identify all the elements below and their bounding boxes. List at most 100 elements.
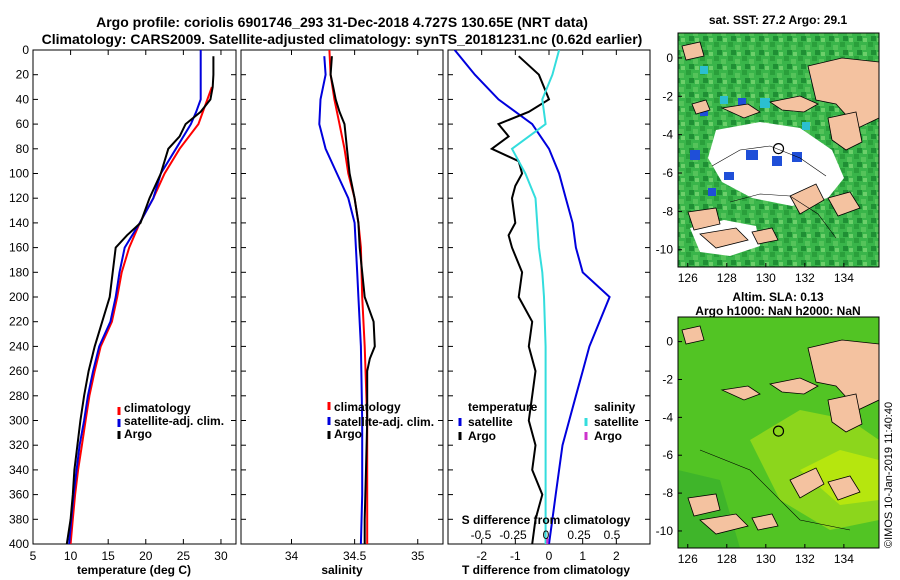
salinity-series (318, 50, 376, 544)
depth-axis: 0 20 40 60 80 100 120 140 160 180 200 220 240 260 280 3… (9, 43, 236, 551)
salinity-panel: 34 34.5 35 salinity climatology satellite-… (240, 49, 444, 577)
y-tick-label: 140 (9, 216, 29, 230)
y-tick-label: 100 (9, 167, 29, 181)
sst-map-image (678, 33, 879, 267)
y-tick-label: 300 (9, 414, 29, 428)
sla-contour (699, 449, 851, 531)
legend-label-t-argo: Argo (468, 429, 496, 443)
difference-plot-area (447, 49, 651, 545)
sst-land (681, 41, 879, 249)
s-tick-label: -0.25 (499, 528, 527, 542)
y-tick-label: 240 (9, 339, 29, 353)
lat-tick-label: -8 (662, 486, 673, 500)
sla-map-image (678, 317, 879, 548)
chart-title-line1: Argo profile: coriolis 6901746_293 31-De… (96, 14, 588, 30)
y-tick-label: 60 (16, 117, 30, 131)
lon-tick-label: 130 (756, 271, 776, 285)
y-tick-label: 220 (9, 315, 29, 329)
lat-tick-label: -4 (662, 410, 673, 424)
chart-title-line2: Climatology: CARS2009. Satellite-adjuste… (42, 31, 643, 47)
lon-tick-label: 126 (678, 271, 698, 285)
imos-credit: ©IMOS 10-Jan-2019 11:40:40 (883, 402, 895, 548)
salinity-axis-label: salinity (321, 563, 363, 577)
x-tick-label: 15 (102, 549, 116, 563)
legend-label-climatology: climatology (334, 400, 401, 414)
lat-tick-label: -6 (662, 448, 673, 462)
y-tick-label: 0 (22, 43, 29, 57)
t-difference-axis-label: T difference from climatology (462, 563, 630, 577)
s-difference-ticks: -0.5 -0.25 0 0.25 0.5 (471, 528, 621, 542)
sla-map-subtitle: Argo h1000: NaN h2000: NaN (695, 304, 860, 318)
lon-tick-label: 130 (756, 552, 776, 566)
lon-tick-label: 134 (834, 552, 854, 566)
x-tick-label: -2 (476, 549, 487, 563)
lon-tick-label: 134 (834, 271, 854, 285)
lat-tick-label: -10 (656, 524, 674, 538)
salinity-plot-area (240, 49, 444, 545)
difference-x-axis: -2 -1 0 1 2 (476, 50, 620, 563)
y-tick-label: 340 (9, 463, 29, 477)
series-line-argo (65, 56, 215, 544)
x-tick-label: 1 (579, 549, 586, 563)
x-tick-label: 0 (546, 549, 553, 563)
y-tick-label: 80 (16, 142, 30, 156)
salinity-depth-ticks (241, 49, 443, 545)
x-tick-label: 30 (214, 549, 228, 563)
sla-map-frame (677, 316, 880, 549)
series-line-satellite-adj-clim- (318, 56, 364, 544)
y-tick-label: 260 (9, 364, 29, 378)
y-tick-label: 280 (9, 389, 29, 403)
x-tick-label: 10 (64, 549, 78, 563)
legend-label-climatology: climatology (124, 401, 191, 415)
sla-latitude-axis: 0 -2 -4 -6 -8 -10 (656, 335, 682, 538)
temperature-plot-area (32, 49, 237, 545)
s-tick-label: 0.25 (567, 528, 591, 542)
lon-tick-label: 126 (678, 552, 698, 566)
legend-label-s-argo: Argo (594, 429, 622, 443)
lat-tick-label: 0 (666, 51, 673, 65)
temperature-panel: 0 20 40 60 80 100 120 140 160 180 200 220 240 260 280 3… (9, 43, 237, 577)
sst-contour (729, 193, 837, 239)
y-tick-label: 360 (9, 488, 29, 502)
x-tick-label: 35 (411, 549, 425, 563)
series-line-s-satellite (510, 50, 561, 544)
x-tick-label: -1 (510, 549, 521, 563)
temperature-legend: climatology satellite-adj. clim. Argo (117, 401, 224, 441)
lat-tick-label: -2 (662, 89, 673, 103)
y-tick-label: 120 (9, 191, 29, 205)
series-line-t-argo (489, 55, 551, 544)
temperature-x-axis: 5 10 15 20 25 30 (30, 50, 228, 563)
sst-contour (711, 145, 827, 177)
sst-map-panel: sat. SST: 27.2 Argo: 29.1 (656, 13, 880, 285)
series-line-t-satellite (453, 50, 611, 544)
sst-longitude-axis: 126 128 130 132 134 (678, 263, 854, 285)
sst-map-title: sat. SST: 27.2 Argo: 29.1 (709, 13, 848, 27)
salinity-legend: climatology satellite-adj. clim. Argo (327, 400, 434, 441)
s-difference-axis-label: S difference from climatology (462, 513, 631, 527)
legend-label-t-satellite: satellite (468, 415, 513, 429)
x-tick-label: 25 (177, 549, 191, 563)
sla-land (681, 325, 879, 535)
difference-series (453, 50, 611, 544)
salinity-x-axis: 34 34.5 35 (285, 50, 425, 563)
lon-tick-label: 128 (717, 552, 737, 566)
y-tick-label: 20 (16, 68, 30, 82)
sst-latitude-axis: 0 -2 -4 -6 -8 -10 (656, 51, 682, 257)
temperature-series (65, 50, 215, 544)
y-tick-label: 160 (9, 241, 29, 255)
y-tick-label: 400 (9, 537, 29, 551)
argo-position-marker (772, 143, 785, 155)
difference-depth-ticks (448, 49, 650, 545)
y-tick-label: 200 (9, 290, 29, 304)
lon-tick-label: 132 (795, 271, 815, 285)
lat-tick-label: 0 (666, 335, 673, 349)
legend-title-salinity: salinity (594, 400, 636, 414)
y-tick-label: 380 (9, 512, 29, 526)
legend-label-argo: Argo (334, 427, 362, 441)
difference-legend-temperature: temperature satellite Argo (458, 400, 538, 443)
lat-tick-label: -4 (662, 128, 673, 142)
lat-tick-label: -8 (662, 204, 673, 218)
series-line-climatology (69, 86, 213, 544)
s-tick-label: 0 (543, 528, 550, 542)
